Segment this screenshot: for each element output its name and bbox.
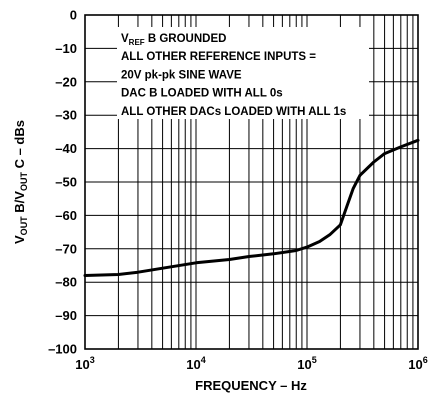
x-tick-label: 104 <box>186 355 205 372</box>
label-part: OUT <box>19 216 29 236</box>
annotation-line: ALL OTHER REFERENCE INPUTS = <box>121 51 316 63</box>
y-tick-label: –60 <box>55 208 77 223</box>
y-tick-label: 0 <box>70 8 77 23</box>
y-tick-label: –10 <box>55 41 77 56</box>
x-tick-label: 103 <box>75 355 94 372</box>
y-tick-label: –30 <box>55 108 77 123</box>
y-tick-label: –80 <box>55 275 77 290</box>
x-tick-label: 105 <box>297 355 316 372</box>
label-part: 20V pk-pk SINE WAVE <box>121 69 242 81</box>
label-part: B/V <box>12 191 27 217</box>
label-part: V <box>12 235 27 244</box>
x-tick-label: 106 <box>408 355 427 372</box>
label-part: C – dBs <box>12 120 27 172</box>
label-part: REF <box>129 38 145 47</box>
y-axis-label: VOUT B/VOUT C – dBs <box>12 120 29 244</box>
annotation-box: VREF B GROUNDED ALL OTHER REFERENCE INPUT… <box>117 27 369 119</box>
annotation-background <box>117 27 369 119</box>
y-tick-label: –40 <box>55 141 77 156</box>
annotation-line: 20V pk-pk SINE WAVE <box>121 69 242 81</box>
annotation-line: DAC B LOADED WITH ALL 0s <box>121 88 283 100</box>
annotation-line: ALL OTHER DACs LOADED WITH ALL 1s <box>121 106 346 118</box>
y-tick-label: –20 <box>55 74 77 89</box>
label-part: DAC B LOADED WITH ALL 0s <box>121 88 283 100</box>
y-tick-label: –100 <box>48 342 77 357</box>
y-tick-label: –90 <box>55 308 77 323</box>
label-part: B GROUNDED <box>145 33 227 45</box>
y-tick-label: –50 <box>55 175 77 190</box>
y-tick-label: –70 <box>55 241 77 256</box>
series-line <box>83 138 420 277</box>
x-axis-label: FREQUENCY – Hz <box>195 378 307 393</box>
label-part: ALL OTHER DACs LOADED WITH ALL 1s <box>121 106 346 118</box>
label-part: V <box>121 33 129 45</box>
label-part: OUT <box>19 172 29 192</box>
label-part: ALL OTHER REFERENCE INPUTS = <box>121 51 316 63</box>
annotation-line: VREF B GROUNDED <box>121 33 226 47</box>
plot-frame <box>84 14 419 350</box>
